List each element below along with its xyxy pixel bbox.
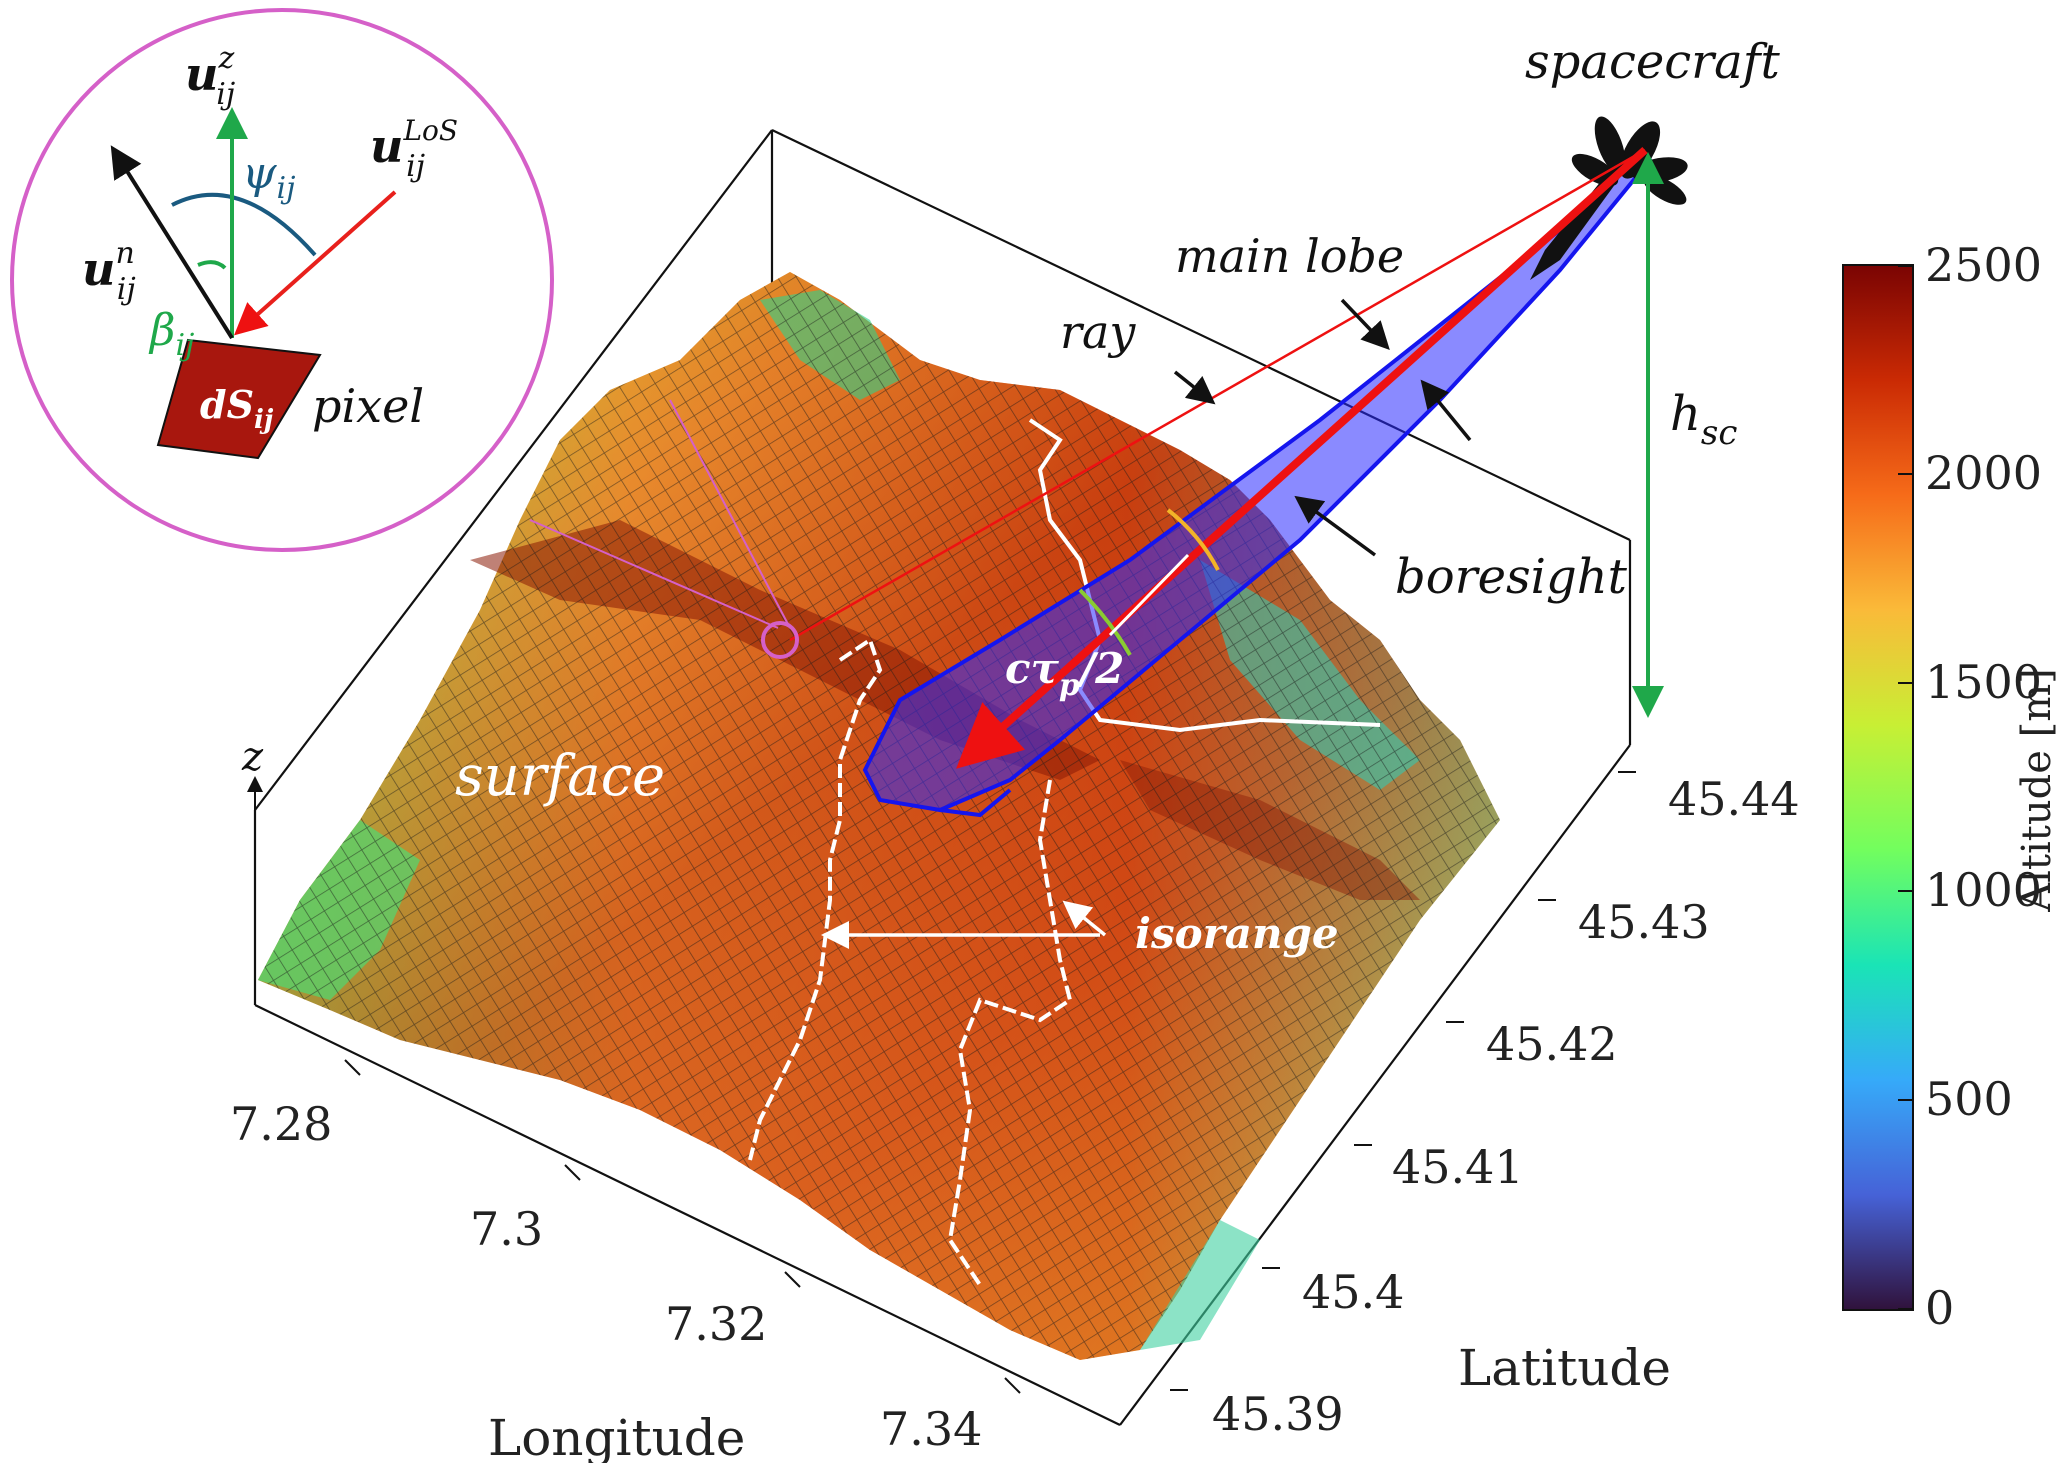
longitude-tick-labels: 7.28 7.3 7.32 7.34 [230, 1097, 982, 1456]
pixel-label: pixel [312, 379, 424, 433]
boresight-label: boresight [1395, 549, 1628, 605]
longitude-tick: 7.32 [665, 1297, 767, 1351]
inset-panel: dSij pixel uz ij uLoS ij un ij ψij βij [10, 8, 554, 552]
longitude-tick: 7.3 [470, 1202, 543, 1256]
inset-link-lines [529, 399, 791, 629]
colorbar-tick: 1000 [1925, 863, 2042, 917]
spacecraft-label: spacecraft [1525, 34, 1780, 90]
latitude-tick: 45.39 [1212, 1387, 1344, 1441]
range-cell-arcs [1078, 508, 1220, 656]
longitude-tick: 7.28 [230, 1097, 332, 1151]
h-sc-label: hsc [1670, 386, 1737, 453]
longitude-axis-ticks [344, 1059, 1021, 1394]
ray-line [789, 148, 1646, 642]
isorange-label: isorange [1135, 909, 1339, 958]
beta-label: βij [148, 305, 194, 363]
u-los-label: uLoS ij [370, 114, 458, 184]
colorbar-tick: 500 [1925, 1072, 2013, 1126]
latitude-tick: 45.42 [1486, 1017, 1618, 1071]
latitude-tick-labels: 45.39 45.4 45.41 45.42 45.43 45.44 [1212, 772, 1800, 1441]
pixel-patch [156, 338, 322, 460]
beta-arc [197, 260, 227, 270]
surface-label: surface [455, 744, 665, 809]
isorange-pointers [821, 900, 1107, 949]
main-lobe-label: main lobe [1175, 229, 1404, 283]
pulse-width-arrow [1108, 553, 1190, 637]
psi-arc [171, 192, 317, 257]
dS-label: dSij [200, 382, 274, 435]
latitude-tick: 45.4 [1302, 1265, 1404, 1319]
annotation-arrows [1173, 298, 1472, 557]
main-lobe-beam [862, 146, 1653, 818]
pixel-marker [761, 621, 799, 659]
colorbar: 0 500 1000 1500 2000 2500 Altitude [m] [1842, 238, 2060, 1335]
longitude-axis-label: Longitude [488, 1409, 745, 1463]
longitude-tick: 7.34 [880, 1402, 982, 1456]
latitude-tick: 45.41 [1392, 1140, 1524, 1194]
latitude-axis-label: Latitude [1458, 1339, 1671, 1397]
u-los-arrow [234, 190, 397, 336]
u-z-label: uz ij [185, 41, 235, 112]
ray-label: ray [1060, 305, 1136, 359]
colorbar-tick: 2000 [1925, 446, 2042, 500]
colorbar-gradient [1842, 264, 1914, 1311]
z-axis-label: z [241, 734, 264, 780]
psi-label: ψij [242, 148, 295, 206]
latitude-axis-ticks [1170, 771, 1636, 1391]
boresight-arrow [956, 147, 1648, 769]
colorbar-tick: 0 [1925, 1281, 1954, 1335]
latitude-tick: 45.43 [1578, 895, 1710, 949]
u-n-label: un ij [82, 236, 136, 307]
u-n-arrow [110, 145, 234, 340]
colorbar-tick: 2500 [1925, 238, 2042, 292]
colorbar-tick: 1500 [1925, 655, 2042, 709]
pulse-width-label: cτp/2 [1005, 644, 1124, 703]
colorbar-label: Altitude [m] [2014, 668, 2060, 913]
latitude-tick: 45.44 [1668, 772, 1800, 826]
